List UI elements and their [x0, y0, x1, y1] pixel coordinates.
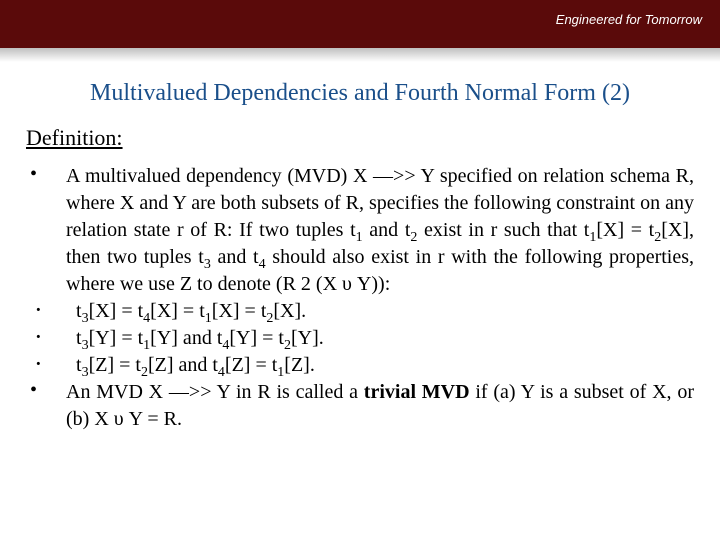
bullet-item-0: •A multivalued dependency (MVD) X —>> Y …	[26, 163, 694, 298]
slide-title: Multivalued Dependencies and Fourth Norm…	[0, 80, 720, 107]
bullet-text: t3[Y] = t1[Y] and t4[Y] = t2[Y].	[66, 325, 694, 352]
bullet-item-1: ·t3[X] = t4[X] = t1[X] = t2[X].	[26, 298, 694, 325]
bullet-text: t3[Z] = t2[Z] and t4[Z] = t1[Z].	[66, 352, 694, 379]
content: Definition: •A multivalued dependency (M…	[0, 125, 720, 433]
bullet-marker: ·	[26, 298, 66, 325]
tagline: Engineered for Tomorrow	[556, 12, 702, 27]
bullet-text: An MVD X —>> Y in R is called a trivial …	[66, 379, 694, 433]
bullet-text: A multivalued dependency (MVD) X —>> Y s…	[66, 163, 694, 298]
bullet-marker: ·	[26, 325, 66, 352]
bullet-item-3: ·t3[Z] = t2[Z] and t4[Z] = t1[Z].	[26, 352, 694, 379]
bullet-marker: •	[26, 163, 66, 298]
bullet-item-4: •An MVD X —>> Y in R is called a trivial…	[26, 379, 694, 433]
header-bar: Engineered for Tomorrow	[0, 0, 720, 48]
bullet-marker: ·	[26, 352, 66, 379]
bullet-text: t3[X] = t4[X] = t1[X] = t2[X].	[66, 298, 694, 325]
definition-heading: Definition:	[26, 125, 694, 151]
bullet-item-2: ·t3[Y] = t1[Y] and t4[Y] = t2[Y].	[26, 325, 694, 352]
bullet-list: •A multivalued dependency (MVD) X —>> Y …	[26, 163, 694, 433]
header-shadow	[0, 48, 720, 62]
bullet-marker: •	[26, 379, 66, 433]
